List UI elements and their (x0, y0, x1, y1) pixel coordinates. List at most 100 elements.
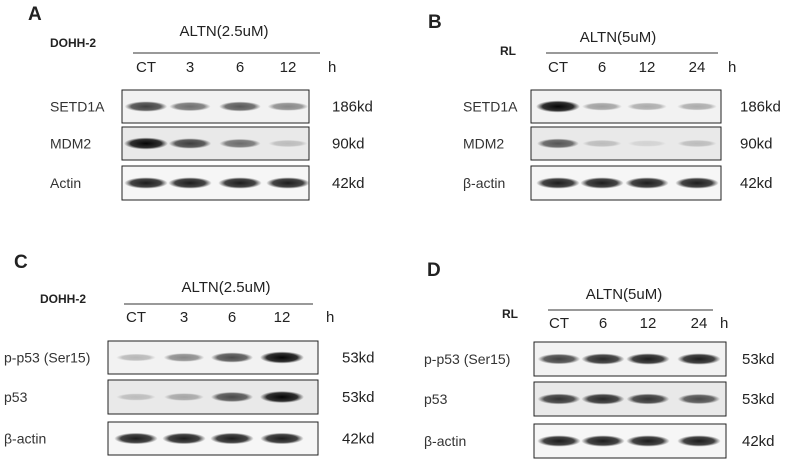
band (260, 433, 303, 444)
lane-label: CT (136, 59, 156, 76)
lane-label: 3 (186, 59, 194, 76)
panel-label: B (428, 12, 442, 33)
band (114, 433, 157, 444)
blot-row: β-actin 42kd (424, 424, 775, 458)
lane-label: 6 (599, 315, 607, 332)
lane-label: 24 (691, 315, 708, 332)
band (124, 177, 167, 188)
molecular-weight-label: 42kd (342, 431, 375, 448)
band (124, 138, 168, 150)
band (675, 177, 718, 188)
band (625, 177, 668, 188)
band (536, 101, 580, 113)
cell-line-label: DOHH-2 (40, 292, 86, 306)
treatment-label: ALTN(5uM) (580, 29, 656, 46)
panel-label: A (28, 4, 42, 25)
band (266, 177, 309, 188)
blot-row: p53 53kd (424, 382, 775, 416)
treatment-label: ALTN(2.5uM) (180, 23, 269, 40)
band (162, 433, 205, 444)
blot-row: p-p53 (Ser15) 53kd (424, 342, 775, 376)
blot-row: p53 53kd (4, 380, 375, 414)
band (116, 393, 155, 400)
molecular-weight-label: 42kd (332, 175, 365, 192)
time-unit-label: h (326, 309, 334, 326)
band (628, 140, 667, 147)
band (627, 103, 667, 111)
molecular-weight-label: 186kd (740, 99, 781, 116)
protein-label: β-actin (463, 175, 505, 191)
blot-row: β-actin 42kd (463, 166, 773, 200)
band (677, 140, 716, 147)
band (210, 433, 253, 444)
band (218, 177, 261, 188)
band (219, 102, 261, 112)
band (219, 139, 260, 148)
protein-label: p53 (424, 391, 448, 407)
protein-label: p-p53 (Ser15) (424, 351, 510, 367)
molecular-weight-label: 53kd (742, 391, 775, 408)
molecular-weight-label: 90kd (332, 136, 365, 153)
time-unit-label: h (728, 59, 736, 76)
band (627, 394, 670, 405)
band (537, 139, 579, 149)
band (211, 392, 253, 402)
molecular-weight-label: 90kd (740, 136, 773, 153)
blot-row: SETD1A 186kd (463, 90, 781, 123)
protein-label: β-actin (4, 431, 46, 447)
time-unit-label: h (720, 315, 728, 332)
band (538, 394, 581, 405)
lane-label: 12 (639, 59, 656, 76)
panel-b: B RL ALTN(5uM) CT 6 12 24 h SETD1A 186kd MDM2 90kd β… (428, 12, 781, 200)
band (538, 354, 581, 365)
band (626, 353, 669, 364)
protein-label: MDM2 (463, 136, 504, 152)
band (168, 177, 211, 188)
lane-label: 12 (640, 315, 657, 332)
molecular-weight-label: 42kd (742, 433, 775, 450)
protein-label: SETD1A (463, 99, 518, 115)
band (537, 435, 580, 446)
protein-label: β-actin (424, 433, 466, 449)
lane-label: 24 (689, 59, 706, 76)
protein-label: p-p53 (Ser15) (4, 350, 90, 366)
lane-label: 6 (228, 309, 236, 326)
band (260, 352, 304, 364)
panel-label: D (427, 260, 441, 281)
band (268, 140, 307, 147)
band (582, 102, 622, 110)
band (536, 177, 579, 188)
blot-row: Actin 42kd (50, 166, 365, 200)
band (626, 435, 669, 446)
band (116, 354, 156, 362)
cell-line-label: RL (500, 44, 516, 58)
band (211, 352, 253, 362)
lane-label: 3 (180, 309, 188, 326)
band (582, 140, 621, 147)
treatment-label: ALTN(5uM) (586, 286, 662, 303)
molecular-weight-label: 53kd (742, 351, 775, 368)
band (260, 391, 304, 403)
band (268, 102, 309, 111)
lane-label: CT (126, 309, 146, 326)
lane-label: 6 (598, 59, 606, 76)
cell-line-label: DOHH-2 (50, 36, 96, 50)
band (125, 101, 168, 112)
molecular-weight-label: 53kd (342, 350, 375, 367)
panel-c: C DOHH-2 ALTN(2.5uM) CT 3 6 12 h p-p53 (Ser15) 53… (4, 252, 375, 455)
band (169, 138, 212, 149)
band (164, 353, 205, 362)
blot-row: MDM2 90kd (463, 127, 773, 160)
band (677, 435, 720, 446)
band (677, 103, 717, 111)
time-unit-label: h (328, 59, 336, 76)
molecular-weight-label: 53kd (342, 389, 375, 406)
blot-row: SETD1A 186kd (50, 90, 373, 123)
lane-label: 12 (280, 59, 297, 76)
lane-label: CT (549, 315, 569, 332)
lane-label: 6 (236, 59, 244, 76)
protein-label: p53 (4, 389, 28, 405)
lane-label: 12 (274, 309, 291, 326)
